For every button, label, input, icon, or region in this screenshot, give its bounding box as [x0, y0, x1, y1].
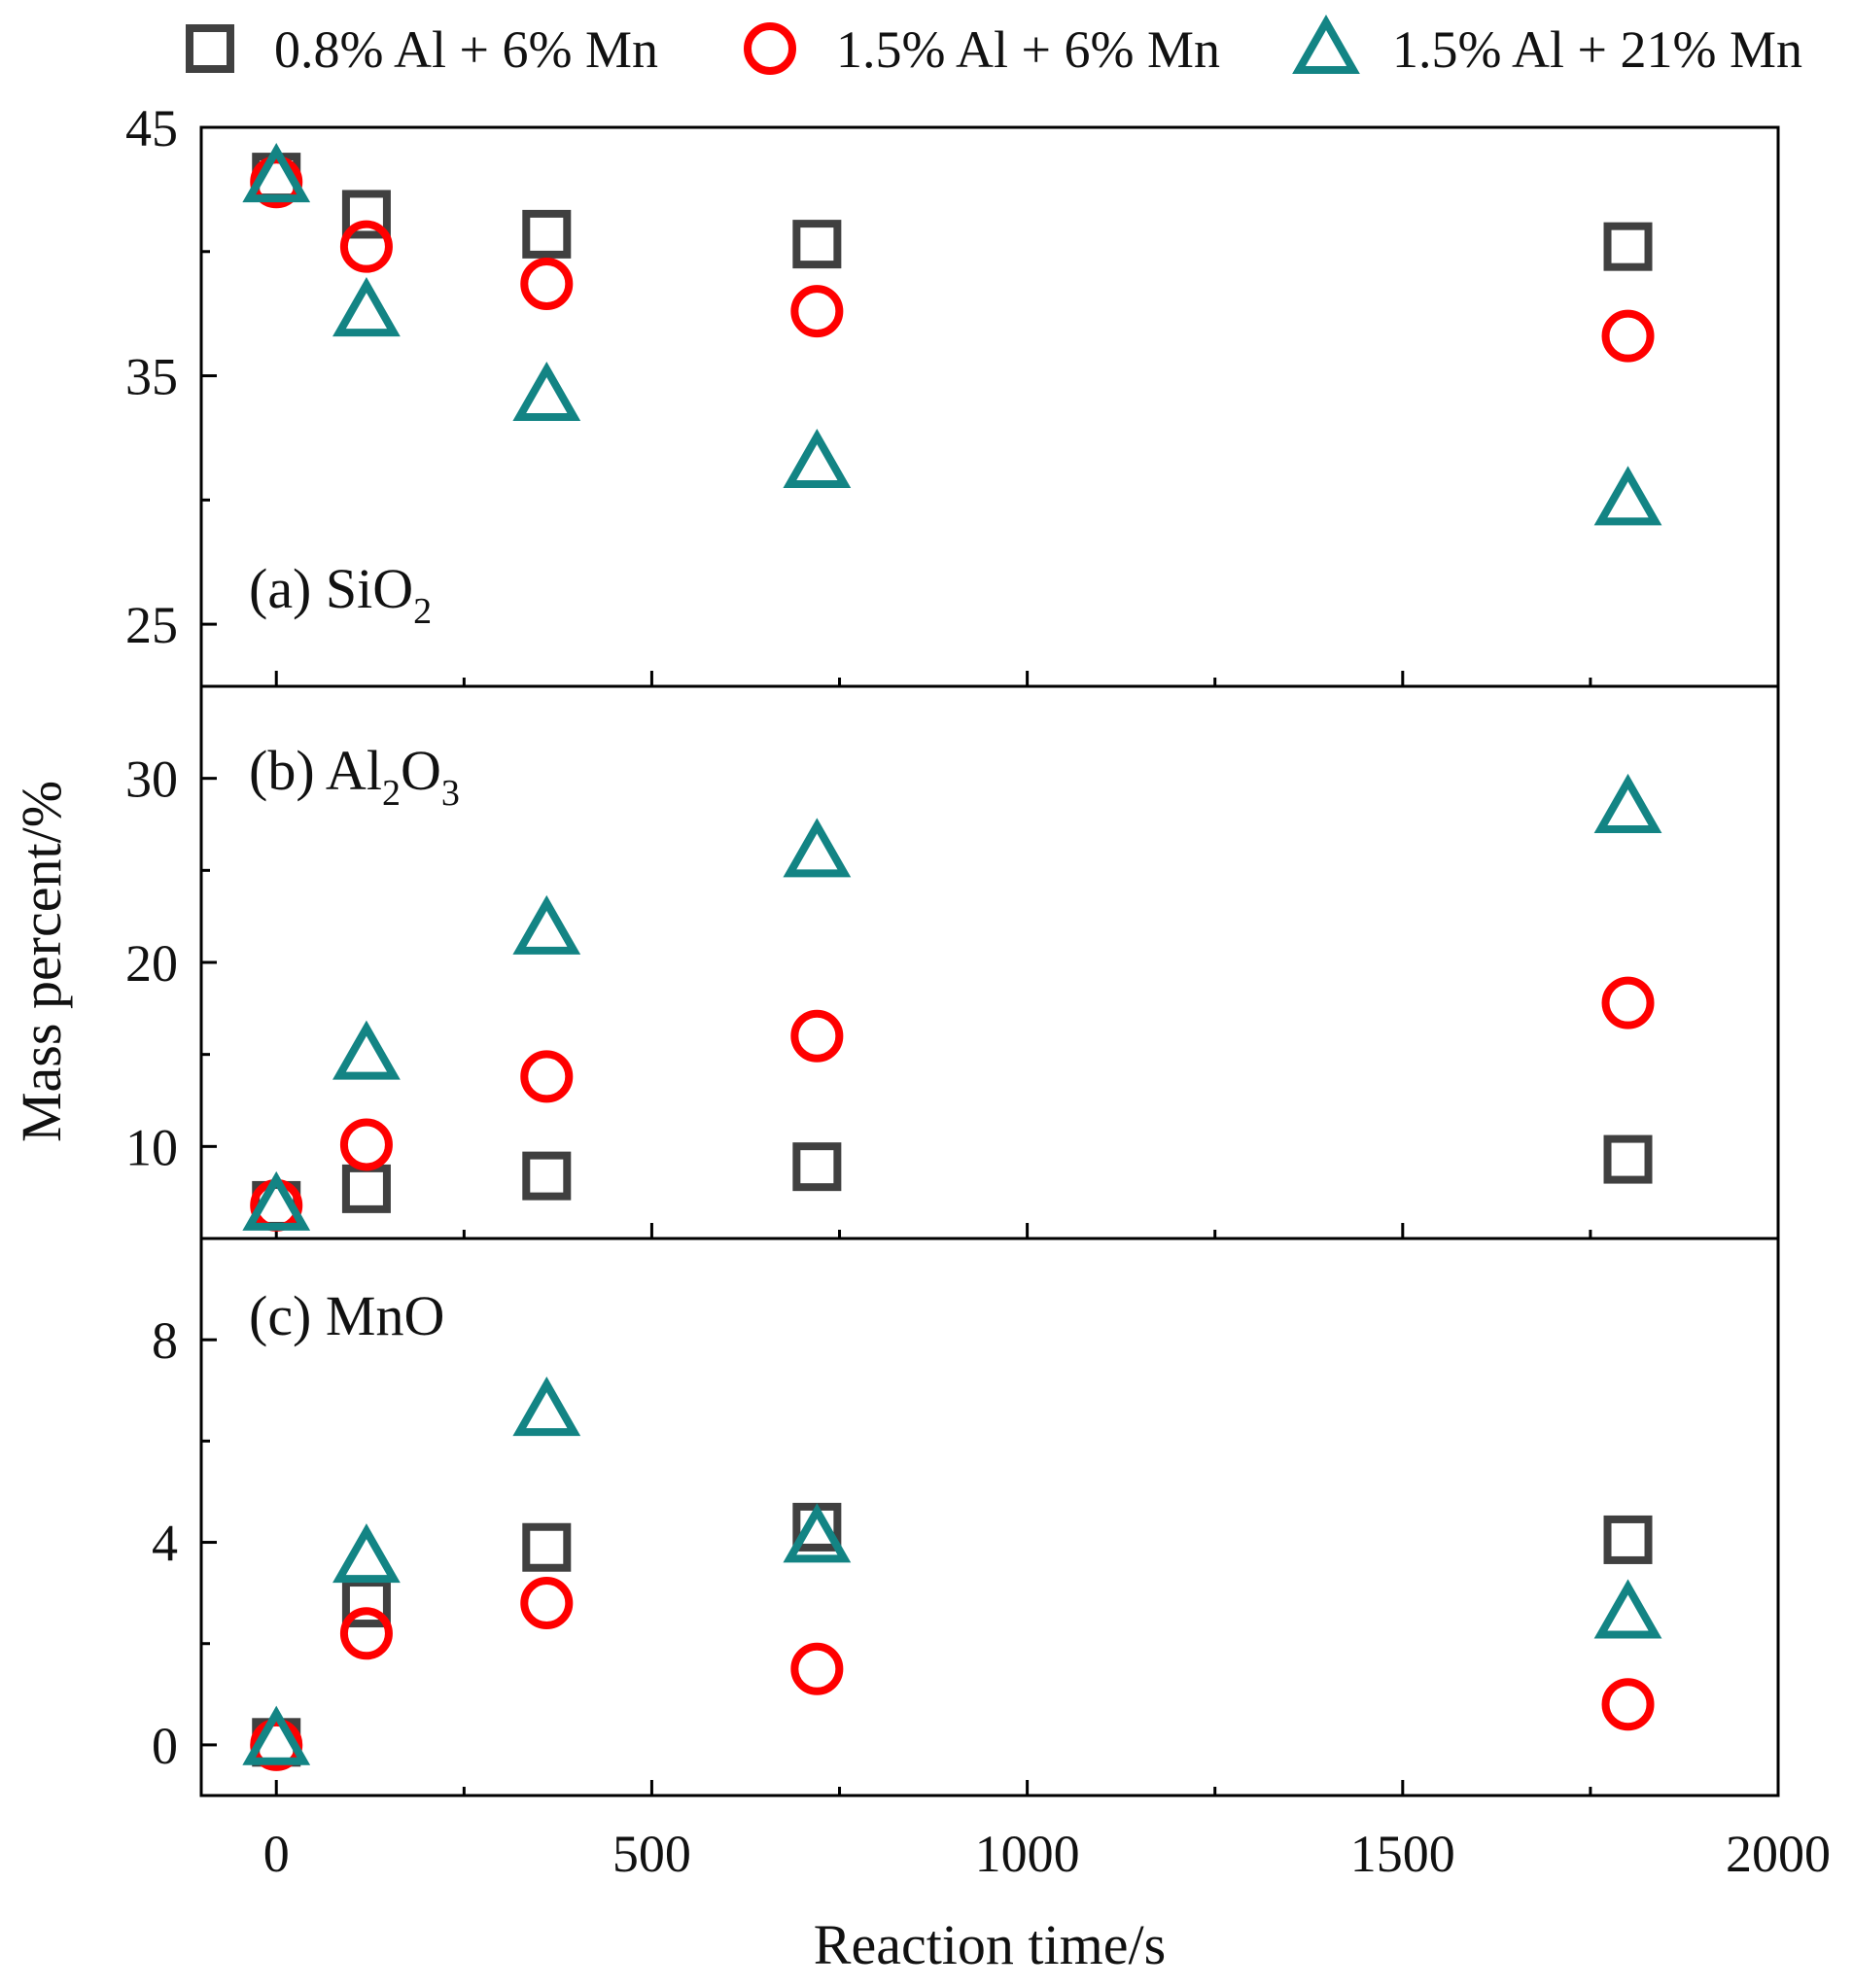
x-tick-label: 1000	[975, 1825, 1080, 1883]
data-point-triangle	[242, 1705, 311, 1765]
data-point-triangle	[512, 361, 581, 421]
data-point-square	[522, 1522, 572, 1572]
data-point-square	[341, 1164, 391, 1213]
data-point-triangle	[783, 818, 852, 878]
panel-label: (a) SiO2	[249, 557, 432, 632]
y-tick-label: 25	[125, 596, 178, 654]
data-point-triangle	[332, 1523, 401, 1584]
x-tick-label: 500	[612, 1825, 691, 1883]
data-point-circle	[520, 1050, 574, 1103]
data-point-circle	[250, 156, 303, 209]
data-point-square	[522, 209, 572, 259]
legend-label: 0.8% Al + 6% Mn	[274, 20, 658, 79]
data-point-circle	[790, 1009, 844, 1063]
data-point-circle	[339, 220, 393, 273]
data-point-circle	[339, 1118, 393, 1171]
y-tick-label: 30	[125, 750, 178, 809]
panel-a: 25 35 45 (a) SiO2	[125, 99, 1780, 688]
data-point-circle	[1601, 976, 1655, 1029]
data-point-square	[792, 1142, 842, 1192]
data-point-triangle	[332, 1020, 401, 1080]
data-point-square	[1603, 1134, 1653, 1184]
legend-label: 1.5% Al + 21% Mn	[1392, 20, 1802, 79]
y-tick-label: 45	[125, 99, 178, 157]
x-tick-label: 1500	[1350, 1825, 1455, 1883]
data-point-circle	[790, 285, 844, 338]
data-point-square	[1603, 1515, 1653, 1564]
legend-marker-square	[186, 24, 234, 73]
data-point-triangle	[242, 143, 311, 203]
data-point-square	[341, 190, 391, 239]
data-point-circle	[1601, 309, 1655, 363]
y-axis-title: Mass percent/%	[10, 781, 73, 1142]
data-point-square	[1603, 222, 1653, 271]
data-point-triangle	[512, 894, 581, 955]
legend-marker-triangle	[1292, 14, 1360, 74]
data-point-triangle	[512, 1377, 581, 1437]
legend: 0.8% Al + 6% Mn 1.5% Al + 6% Mn 1.5% Al + …	[186, 14, 1802, 79]
y-tick-label: 35	[125, 348, 178, 406]
panel-c: 0 4 8 (c) MnO	[152, 1237, 1780, 1797]
data-point-triangle	[783, 428, 852, 488]
panel-frame	[199, 1237, 1780, 1797]
x-axis-title: Reaction time/s	[814, 1913, 1166, 1976]
x-tick-label: 2000	[1726, 1825, 1831, 1883]
data-point-triangle	[242, 1170, 311, 1231]
data-point-circle	[1601, 1678, 1655, 1731]
panel-label: (c) MnO	[249, 1284, 444, 1347]
y-tick-label: 20	[125, 934, 178, 993]
legend-label: 1.5% Al + 6% Mn	[836, 20, 1220, 79]
legend-marker-circle	[744, 22, 796, 75]
data-point-circle	[520, 1577, 574, 1630]
data-point-triangle	[1593, 773, 1662, 833]
y-tick-label: 8	[152, 1311, 178, 1370]
panel-label: (b) Al2O3	[249, 739, 460, 814]
data-point-triangle	[332, 277, 401, 337]
data-point-circle	[790, 1642, 844, 1695]
panel-frame	[199, 125, 1780, 688]
y-tick-label: 0	[152, 1717, 178, 1775]
y-tick-label: 10	[125, 1118, 178, 1176]
data-point-circle	[520, 258, 574, 310]
data-point-triangle	[1593, 466, 1662, 526]
data-point-circle	[339, 1607, 393, 1660]
y-tick-label: 4	[152, 1515, 178, 1573]
data-point-square	[792, 220, 842, 269]
data-point-triangle	[1593, 1579, 1662, 1639]
x-tick-label: 0	[263, 1825, 290, 1883]
panel-b: 10 20 30 (b) Al2O3	[125, 684, 1780, 1240]
data-point-triangle	[783, 1503, 852, 1563]
data-point-square	[522, 1151, 572, 1201]
